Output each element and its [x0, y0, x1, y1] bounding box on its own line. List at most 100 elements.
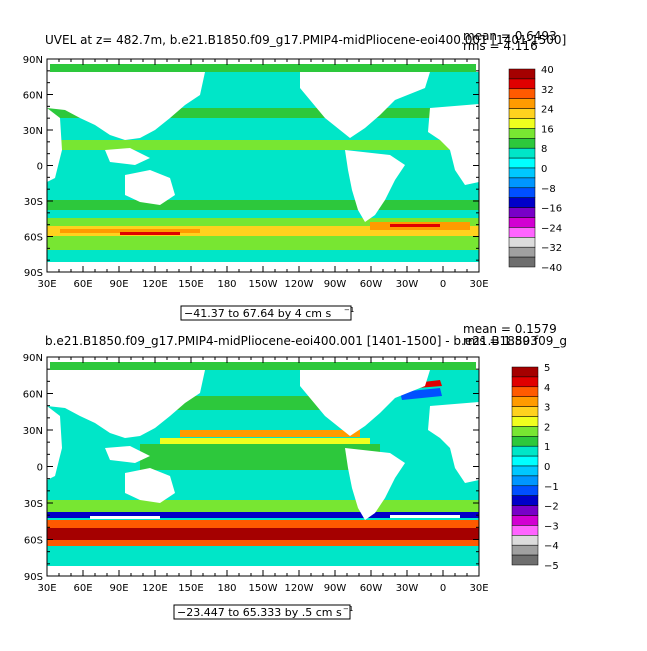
x-tick-label: 60E [73, 583, 92, 594]
x-tick-label: 30E [37, 583, 56, 594]
x-tick-label: 90W [324, 583, 347, 594]
colorbar-label: 16 [541, 124, 554, 135]
colorbar-box [508, 108, 536, 119]
y-tick-label: 60S [24, 536, 43, 547]
colorbar-box [511, 535, 539, 546]
panel-1-contour-info: −41.37 to 67.64 by 4 cm s [184, 307, 331, 320]
colorbar-label: −2 [544, 502, 559, 513]
panel-1-land-greenland [380, 72, 415, 86]
colorbar-label: 2 [544, 422, 550, 433]
y-tick-label: 60S [24, 233, 43, 244]
panel-1-equatorial-band [47, 140, 479, 150]
x-tick-label: 30W [396, 583, 419, 594]
colorbar-box [511, 525, 539, 536]
panel-2-land-north-america [300, 370, 430, 436]
colorbar-box [508, 68, 536, 80]
colorbar-label: 24 [541, 105, 554, 116]
colorbar-label: −4 [544, 541, 559, 552]
colorbar-label: −32 [541, 243, 562, 254]
x-tick-label: 180 [217, 583, 236, 594]
panel-2-contour-info-frame [173, 604, 351, 620]
panel-2-acc-band-white [90, 515, 460, 519]
panel-1-contour-info-box: −41.37 to 67.64 by 4 cm s −1 [180, 305, 354, 321]
panel-2-acc-band-red [47, 528, 479, 540]
colorbar-box [511, 366, 539, 378]
colorbar-box [511, 495, 539, 506]
colorbar-box [508, 197, 536, 208]
panel-1-acc-band-orange [60, 222, 470, 233]
colorbar-box [508, 227, 536, 238]
y-tick-label: 90S [24, 268, 43, 279]
colorbar-box [511, 426, 539, 437]
colorbar-label: −1 [544, 482, 559, 493]
panel-1-acc-band-red [120, 224, 440, 235]
colorbar-box [511, 485, 539, 496]
colorbar-box [508, 128, 536, 139]
colorbar-box [511, 515, 539, 526]
colorbar-box [508, 147, 536, 159]
y-tick-label: 0 [37, 162, 43, 173]
panel-1-title: UVEL at z= 482.7m, b.e21.B1850.f09_g17.P… [45, 33, 566, 47]
x-tick-label: 120W [285, 279, 314, 290]
colorbar-box [508, 88, 536, 99]
colorbar-label: −3 [544, 521, 559, 532]
colorbar-box [511, 396, 539, 407]
colorbar-box [511, 465, 539, 477]
panel-1-land-south-america [345, 150, 405, 222]
panel-2-land-africa-west [428, 402, 479, 483]
colorbar-box [508, 237, 536, 248]
panel-1-land-north-america [300, 72, 430, 138]
x-tick-label: 180 [217, 279, 236, 290]
y-tick-label: 90S [24, 572, 43, 583]
panel-2-field [47, 357, 479, 576]
panel-2-land-asia [47, 370, 205, 438]
x-tick-label: 120E [142, 279, 167, 290]
colorbar-box [508, 256, 536, 268]
colorbar-box [511, 406, 539, 417]
colorbar-box [511, 544, 539, 556]
colorbar-box [511, 416, 539, 427]
panel-2-land-south-america [345, 448, 405, 520]
x-tick-label: 90E [109, 583, 128, 594]
panel-1-colorbar: 40 32 24 16 8 0 −8 −16 −24 −32 −40 [508, 65, 562, 274]
x-tick-label: 150E [178, 583, 203, 594]
panel-1-land-maritime-continent [105, 148, 150, 165]
colorbar-box [511, 455, 539, 467]
colorbar-box [511, 475, 539, 487]
colorbar-label: 32 [541, 85, 554, 96]
y-tick-label: 0 [37, 463, 43, 474]
colorbar-box [511, 505, 539, 516]
panel-1-stat-mean: mean = 0.6493 [463, 29, 557, 43]
panel-1: UVEL at z= 482.7m, b.e21.B1850.f09_g17.P… [23, 29, 566, 321]
panel-2-equatorial-band-orange [180, 430, 360, 437]
y-tick-label: 30S [24, 499, 43, 510]
panel-1-axes: 30E 60E 90E 120E 150E 180 150W 120W 90W 60W 30W 0 30… [23, 55, 489, 290]
panel-2-arctic-field [50, 362, 476, 370]
y-tick-label: 30S [24, 197, 43, 208]
panel-1-contour-info-exponent: −1 [344, 306, 354, 314]
x-tick-label: 30E [469, 279, 488, 290]
panel-2-stat-mean: mean = 0.1579 [463, 322, 557, 336]
colorbar-label: −40 [541, 263, 562, 274]
colorbar-label: 4 [544, 383, 550, 394]
colorbar-box [508, 207, 536, 218]
colorbar-box [508, 157, 536, 169]
panel-2-north-pacific-band [160, 396, 320, 410]
x-tick-label: 30E [37, 279, 56, 290]
x-tick-label: 0 [440, 279, 446, 290]
panel-1-field [47, 59, 479, 272]
x-tick-label: 30W [396, 279, 419, 290]
panel-2-south-band-green [47, 500, 479, 512]
panel-2-land-maritime-continent [105, 446, 150, 463]
panel-2-equatorial-band-yellow [160, 438, 370, 444]
panel-2: b.e21.B1850.f09_g17.PMIP4-midPliocene-eo… [23, 322, 567, 620]
panel-2-contour-info-exponent: −1 [343, 605, 353, 613]
panel-1-stat-rms: rms = 4.116 [463, 39, 538, 53]
panel-2-contour-info: −23.447 to 65.333 by .5 cm s [177, 606, 342, 619]
colorbar-label: 40 [541, 65, 554, 76]
panel-2-land [47, 370, 479, 576]
panel-2-land-africa-east [47, 406, 62, 480]
x-tick-label: 120E [142, 583, 167, 594]
colorbar-box [511, 386, 539, 397]
